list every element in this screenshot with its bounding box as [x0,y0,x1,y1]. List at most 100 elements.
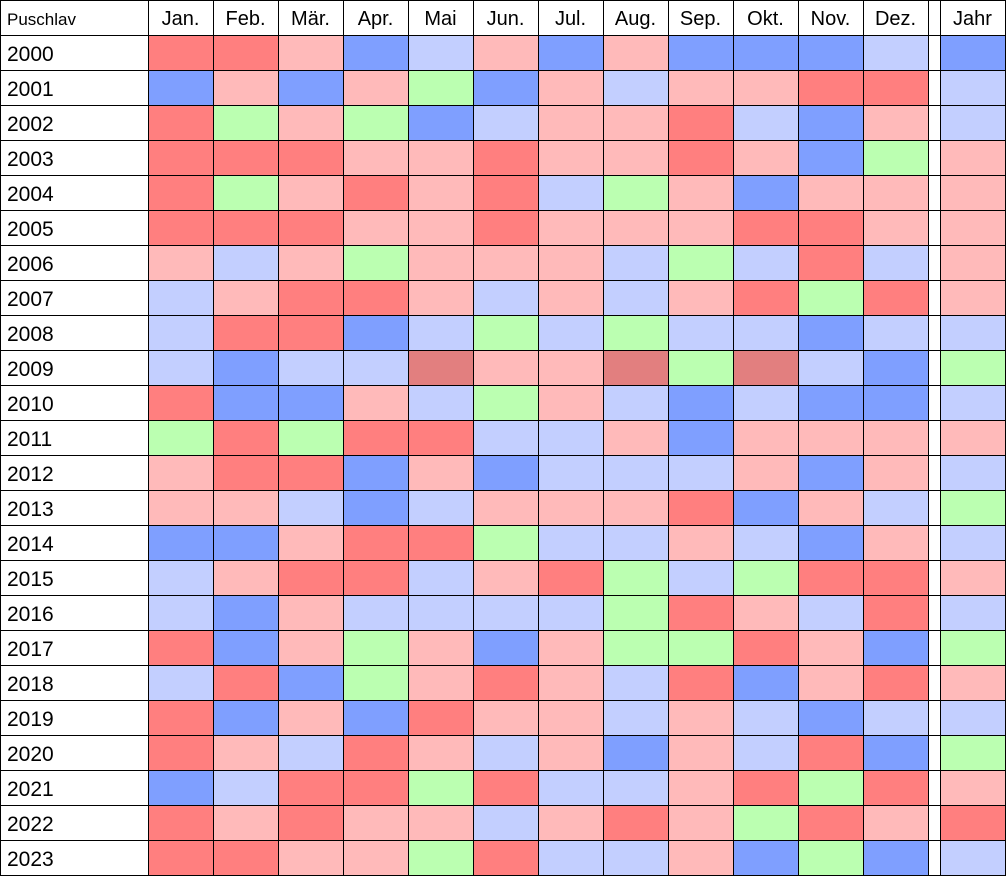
heatmap-cell [278,210,343,245]
heatmap-cell [213,700,278,735]
column-header: Jul. [555,8,586,30]
heatmap-cell [798,455,863,490]
heatmap-cell [148,140,213,175]
heatmap-cell [213,280,278,315]
heatmap-cell [798,630,863,665]
heatmap-cell [148,35,213,70]
row-label: 2008 [7,323,54,346]
row-label: 2003 [7,148,54,171]
column-header: Jahr [953,8,992,30]
row-label: 2012 [7,463,54,486]
heatmap-cell [668,315,733,350]
heatmap-cell [603,420,668,455]
heatmap-cell [148,770,213,805]
heatmap-cell [148,595,213,630]
heatmap-cell [213,350,278,385]
heatmap-cell [408,805,473,840]
heatmap-cell [278,70,343,105]
heatmap-cell [798,840,863,875]
heatmap-cell [798,595,863,630]
heatmap-cell [148,805,213,840]
row-label: 2016 [7,603,54,626]
heatmap-cell [148,385,213,420]
heatmap-cell [213,385,278,420]
row-label: 2017 [7,638,54,661]
heatmap-cell [863,525,928,560]
heatmap-cell [278,805,343,840]
heatmap-cell [668,525,733,560]
heatmap-cell [538,70,603,105]
heatmap-cell [538,385,603,420]
heatmap-cell [798,560,863,595]
heatmap-cell [408,175,473,210]
heatmap-cell [538,525,603,560]
heatmap-cell [408,35,473,70]
heatmap-cell [148,490,213,525]
heatmap-cell [408,70,473,105]
heatmap-cell [278,140,343,175]
heatmap-cell [343,105,408,140]
heatmap-cell [538,805,603,840]
heatmap-cell [668,455,733,490]
heatmap-cell [213,560,278,595]
heatmap-cell [940,665,1005,700]
heatmap-cell [473,525,538,560]
heatmap-cell [278,280,343,315]
heatmap-cell [343,385,408,420]
heatmap-cell [863,735,928,770]
heatmap-cell [863,35,928,70]
heatmap-cell [343,840,408,875]
heatmap-cell [408,595,473,630]
heatmap-cell [863,70,928,105]
heatmap-cell [213,210,278,245]
heatmap-cell [798,70,863,105]
heatmap-cell [278,35,343,70]
column-header: Nov. [811,8,851,30]
heatmap-cell [668,175,733,210]
heatmap-cell [473,105,538,140]
heatmap-cell [343,280,408,315]
heatmap-cell [733,385,798,420]
heatmap-cell [863,700,928,735]
row-label: 2015 [7,568,54,591]
heatmap-cell [278,560,343,595]
heatmap-cell [278,420,343,455]
heatmap-cell [473,700,538,735]
heatmap-cell [668,735,733,770]
heatmap-cell [733,595,798,630]
row-label: 2014 [7,533,54,556]
heatmap-cell [733,840,798,875]
heatmap-cell [343,420,408,455]
heatmap-cell [603,665,668,700]
heatmap-cell [733,280,798,315]
heatmap-cell [668,350,733,385]
row-label: 2000 [7,43,54,66]
heatmap-cell [668,420,733,455]
heatmap-cell [940,140,1005,175]
heatmap-cell [940,420,1005,455]
heatmap-cell [343,805,408,840]
heatmap-cell [940,560,1005,595]
heatmap-cell [278,490,343,525]
heatmap-cell [408,665,473,700]
heatmap-cell [473,210,538,245]
heatmap-cell [538,245,603,280]
heatmap-cell [473,350,538,385]
heatmap-cell [668,105,733,140]
heatmap-cell [473,420,538,455]
heatmap-cell [473,630,538,665]
column-header: Mai [424,8,456,30]
column-header: Jun. [487,8,525,30]
heatmap-cell [538,490,603,525]
heatmap-cell [408,525,473,560]
heatmap-cell [733,70,798,105]
heatmap-cell [213,630,278,665]
heatmap-cell [668,490,733,525]
heatmap-cell [408,630,473,665]
row-label: 2001 [7,78,54,101]
heatmap-cell [668,630,733,665]
heatmap-cell [940,630,1005,665]
heatmap-cell [343,175,408,210]
heatmap-cell [278,735,343,770]
